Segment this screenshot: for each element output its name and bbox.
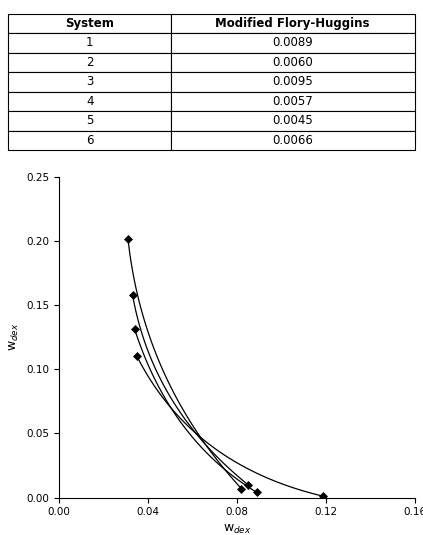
Y-axis label: w$_{dex}$: w$_{dex}$ (8, 323, 21, 351)
X-axis label: w$_{dex}$: w$_{dex}$ (222, 523, 251, 535)
